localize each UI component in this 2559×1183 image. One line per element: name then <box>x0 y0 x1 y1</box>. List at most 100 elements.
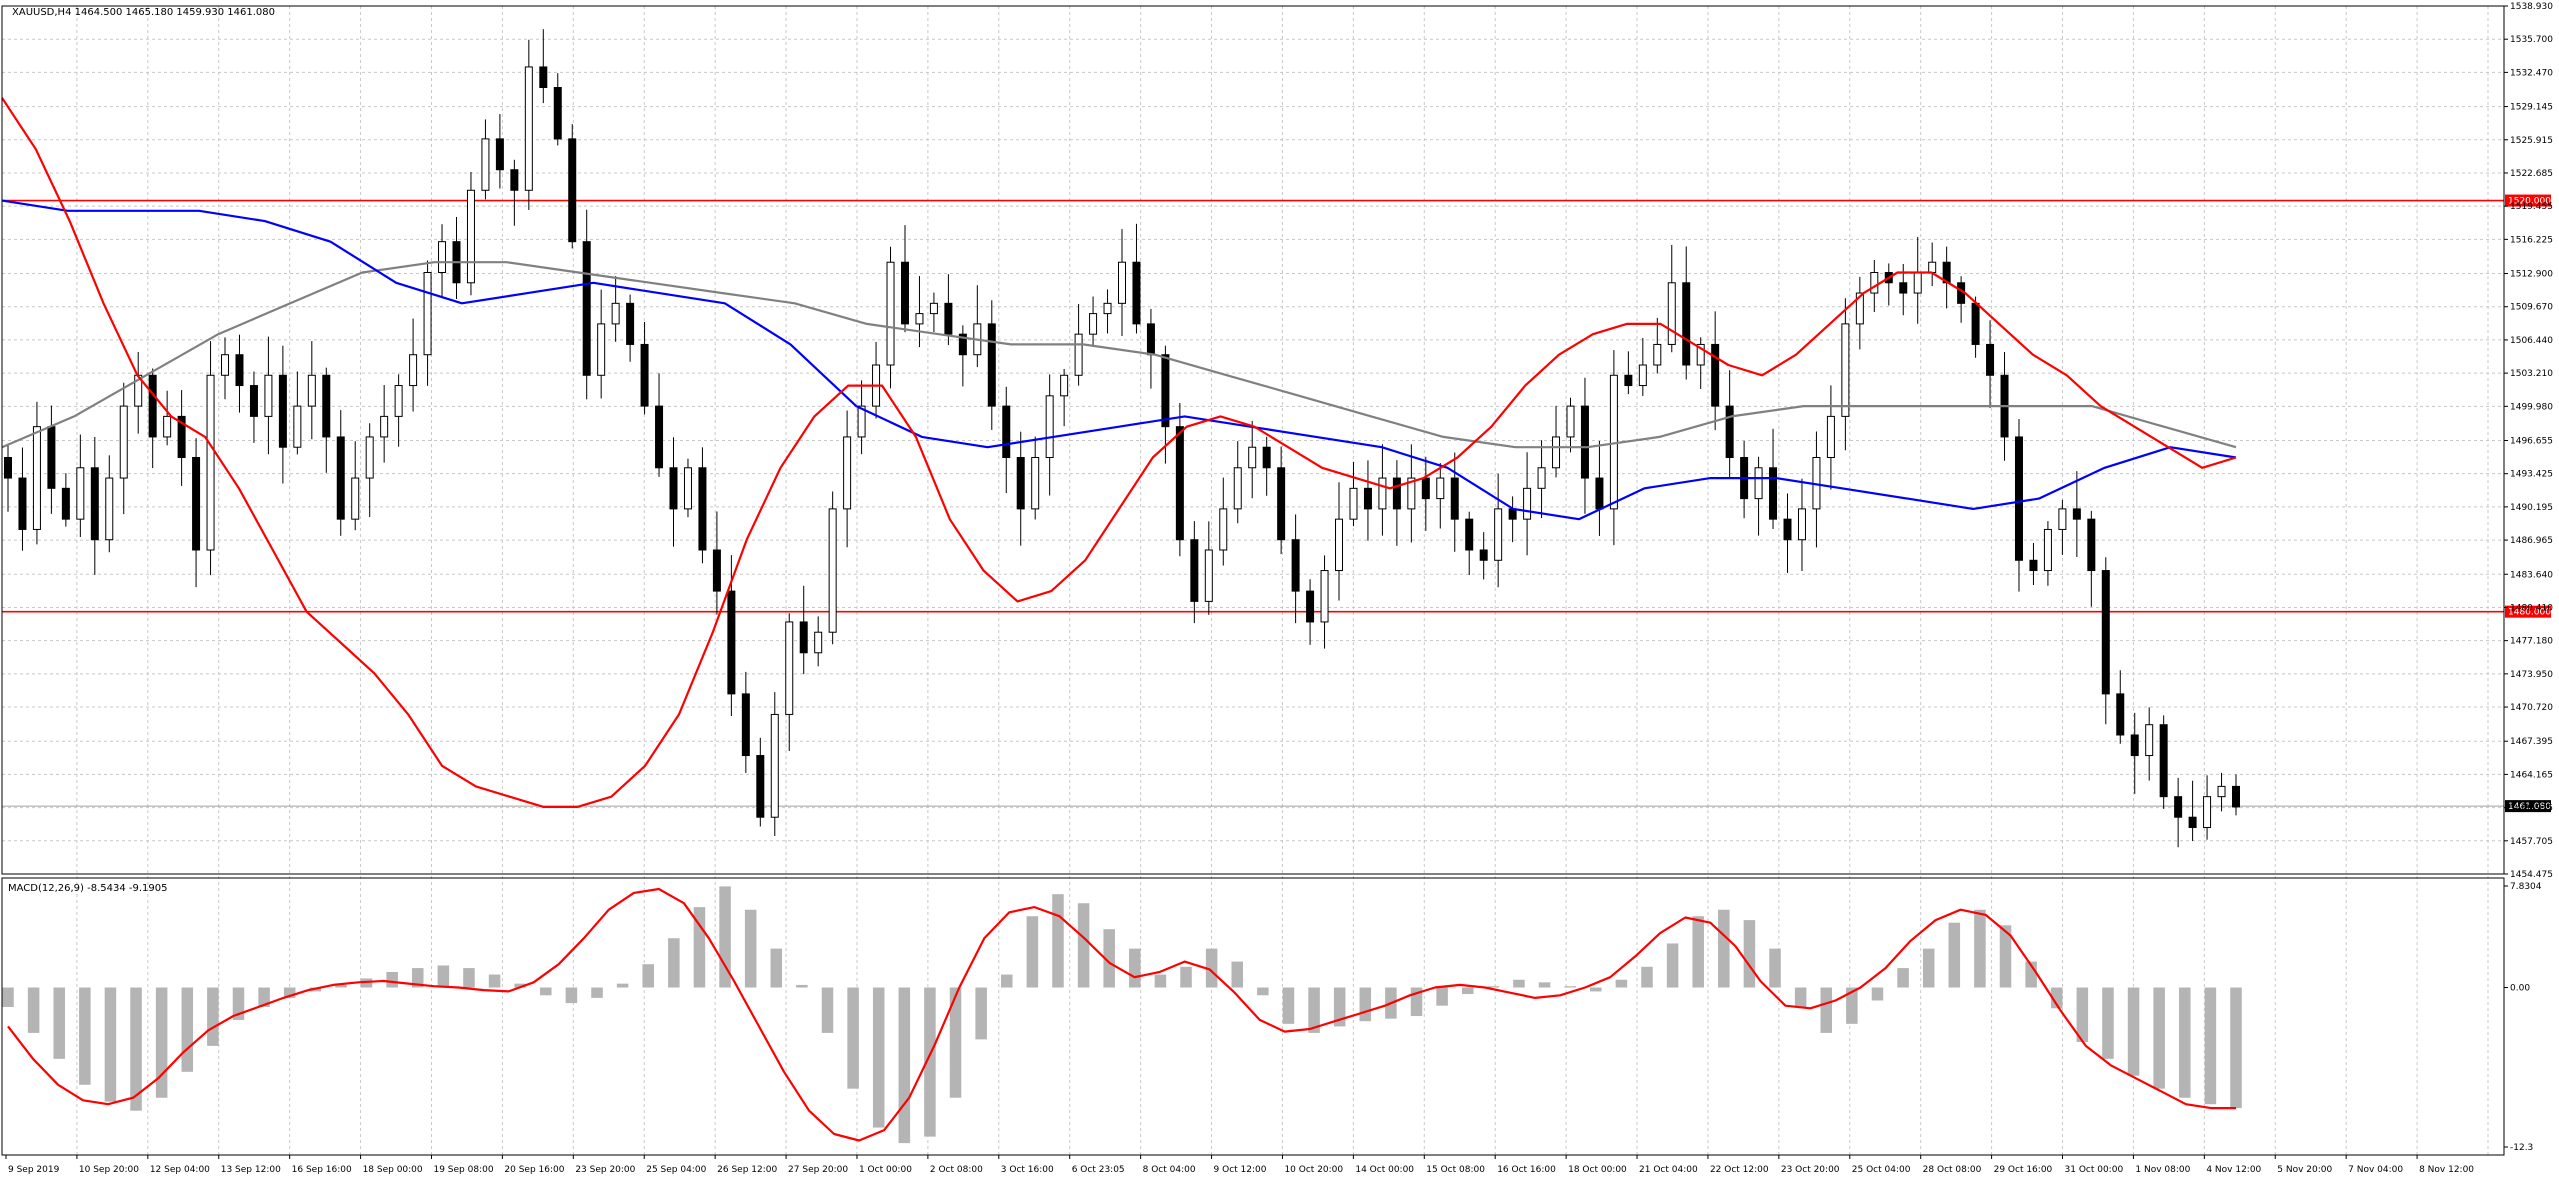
macd-histogram-bar <box>898 987 911 1144</box>
time-tick-label: 8 Oct 04:00 <box>1143 1165 1196 1175</box>
time-tick-label: 15 Oct 08:00 <box>1426 1165 1485 1175</box>
bull-candle-body <box>524 66 533 191</box>
bull-candle-body <box>828 508 837 633</box>
macd-histogram-bar <box>1769 948 1781 988</box>
time-tick-label: 14 Oct 00:00 <box>1355 1165 1414 1175</box>
macd-histogram-bar <box>130 987 142 1111</box>
macd-histogram-bar <box>1487 986 1500 988</box>
bear-candle-body <box>944 302 953 335</box>
time-tick-label: 22 Oct 12:00 <box>1710 1165 1769 1175</box>
macd-tick-label: -12.3 <box>2510 1143 2533 1153</box>
macd-histogram-bar <box>924 987 936 1137</box>
bull-candle-body <box>466 189 475 284</box>
time-tick-label: 5 Nov 20:00 <box>2277 1165 2332 1175</box>
bull-candle-body <box>1653 343 1662 366</box>
bear-candle-body <box>900 261 909 325</box>
current-price-label: 1461.080 <box>2508 802 2551 812</box>
macd-histogram-bar <box>1103 929 1115 988</box>
price-tick-label: 1493.425 <box>2510 470 2553 480</box>
bear-candle-body <box>2174 796 2183 818</box>
bull-candle-body <box>380 415 389 438</box>
bear-candle-body <box>2072 508 2081 520</box>
bull-candle-body <box>1089 313 1098 335</box>
macd-histogram-bar <box>1974 909 1986 988</box>
macd-label: MACD(12,26,9) -8.5434 -9.1905 <box>8 883 168 894</box>
bear-candle-body <box>1016 456 1025 510</box>
bear-candle-body <box>1262 446 1271 469</box>
hline-price-tag <box>2505 194 2551 207</box>
bear-candle-body <box>1899 282 1908 294</box>
time-tick-label: 23 Sep 20:00 <box>575 1165 635 1175</box>
macd-histogram-bar <box>2127 987 2140 1076</box>
bear-candle-body <box>2116 693 2125 736</box>
bear-candle-body <box>278 374 287 448</box>
macd-histogram-bar <box>411 968 424 988</box>
price-tick-label: 1538.930 <box>2510 2 2553 12</box>
bear-candle-body <box>1450 477 1459 520</box>
time-tick-label: 18 Oct 00:00 <box>1568 1165 1627 1175</box>
bear-candle-body <box>1002 405 1011 458</box>
bull-candle-body <box>1494 508 1503 561</box>
bear-candle-body <box>1175 426 1184 541</box>
symbol-header: XAUUSD,H4 1464.500 1465.180 1459.930 146… <box>12 7 275 18</box>
bull-candle-body <box>1233 467 1242 510</box>
bear-candle-body <box>4 456 12 479</box>
bull-candle-body <box>1320 570 1329 623</box>
bear-candle-body <box>177 415 186 458</box>
bear-candle-body <box>18 477 27 530</box>
bull-candle-body <box>611 302 620 325</box>
bull-candle-body <box>394 385 403 417</box>
time-tick-label: 10 Oct 20:00 <box>1284 1165 1343 1175</box>
hline-price-tag <box>2505 605 2551 618</box>
macd-histogram-bar <box>1513 979 1525 988</box>
price-tick-label: 1496.655 <box>2510 436 2553 446</box>
macd-histogram-bar <box>847 987 859 1089</box>
bull-candle-body <box>293 405 302 448</box>
ma-mid-line <box>1 199 2237 521</box>
macd-histogram-bar <box>360 978 373 988</box>
macd-histogram-bar <box>1000 974 1013 988</box>
bull-candle-body <box>1928 261 1937 273</box>
price-tick-label: 1522.685 <box>2510 169 2553 179</box>
macd-histogram-bar <box>1871 987 1884 1001</box>
bear-candle-body <box>322 374 331 438</box>
bear-candle-body <box>799 621 808 654</box>
price-tick-label: 1490.195 <box>2510 503 2553 513</box>
bull-candle-body <box>481 138 490 191</box>
time-tick-label: 6 Oct 23:05 <box>1072 1165 1125 1175</box>
macd-histogram-bar <box>872 987 885 1128</box>
bear-candle-body <box>712 549 721 592</box>
macd-histogram-bar <box>1461 987 1474 995</box>
price-tick-label: 1480.410 <box>2510 603 2553 613</box>
macd-histogram-bar <box>1743 920 1756 988</box>
macd-histogram-bar <box>693 907 706 988</box>
macd-histogram-bar <box>1308 987 1320 1033</box>
hline-price-label: 1480.000 <box>2508 608 2551 618</box>
hline-price-label: 1520.000 <box>2508 197 2551 207</box>
bull-candle-body <box>1103 302 1112 315</box>
time-tick-label: 26 Sep 12:00 <box>717 1165 777 1175</box>
macd-histogram-bar <box>1180 966 1192 988</box>
macd-histogram-bar <box>796 984 808 988</box>
price-tick-label: 1503.210 <box>2510 369 2553 379</box>
macd-histogram-bar <box>1052 894 1064 988</box>
price-tick-label: 1499.980 <box>2510 402 2553 412</box>
bull-candle-body <box>409 354 418 387</box>
price-tick-label: 1457.705 <box>2510 837 2553 847</box>
macd-histogram-bar <box>949 987 962 1098</box>
bear-candle-body <box>568 138 577 243</box>
time-tick-label: 4 Nov 12:00 <box>2206 1165 2261 1175</box>
macd-histogram-bar <box>437 965 450 988</box>
macd-histogram-bar <box>668 938 680 988</box>
macd-tick-label: 0.00 <box>2510 984 2530 994</box>
bull-candle-body <box>264 374 273 417</box>
price-tick-label: 1486.965 <box>2510 536 2553 546</box>
price-tick-label: 1532.470 <box>2510 68 2553 78</box>
bull-candle-body <box>163 415 172 438</box>
macd-histogram-bar <box>1026 916 1039 988</box>
macd-histogram-bar <box>514 983 526 988</box>
bear-candle-body <box>1769 467 1778 520</box>
macd-histogram-bar <box>258 987 270 1007</box>
macd-histogram-bar <box>1999 925 2012 988</box>
